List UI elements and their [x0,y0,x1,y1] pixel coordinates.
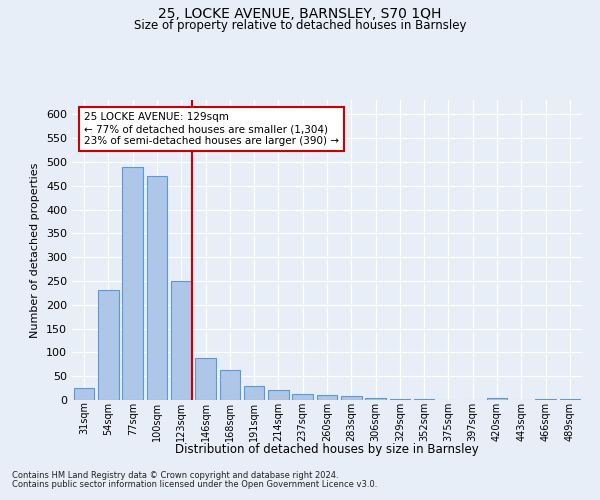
Y-axis label: Number of detached properties: Number of detached properties [31,162,40,338]
Bar [244,386,265,400]
Bar [220,370,240,400]
Bar [98,290,119,400]
Bar [317,395,337,400]
Text: 25 LOCKE AVENUE: 129sqm
← 77% of detached houses are smaller (1,304)
23% of semi: 25 LOCKE AVENUE: 129sqm ← 77% of detache… [84,112,339,146]
Bar [122,166,143,400]
Text: 25, LOCKE AVENUE, BARNSLEY, S70 1QH: 25, LOCKE AVENUE, BARNSLEY, S70 1QH [158,8,442,22]
Bar [341,396,362,400]
Bar [365,398,386,400]
Bar [535,398,556,400]
Bar [414,399,434,400]
Bar [389,398,410,400]
Text: Contains public sector information licensed under the Open Government Licence v3: Contains public sector information licen… [12,480,377,489]
Bar [268,390,289,400]
Bar [171,281,191,400]
Text: Distribution of detached houses by size in Barnsley: Distribution of detached houses by size … [175,442,479,456]
Text: Size of property relative to detached houses in Barnsley: Size of property relative to detached ho… [134,19,466,32]
Bar [146,176,167,400]
Bar [195,358,216,400]
Bar [292,394,313,400]
Bar [74,388,94,400]
Bar [560,399,580,400]
Text: Contains HM Land Registry data © Crown copyright and database right 2024.: Contains HM Land Registry data © Crown c… [12,471,338,480]
Bar [487,398,508,400]
